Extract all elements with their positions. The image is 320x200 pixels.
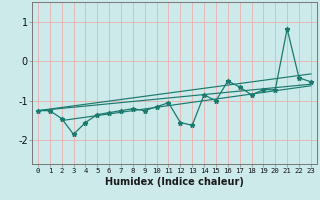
X-axis label: Humidex (Indice chaleur): Humidex (Indice chaleur) xyxy=(105,177,244,187)
